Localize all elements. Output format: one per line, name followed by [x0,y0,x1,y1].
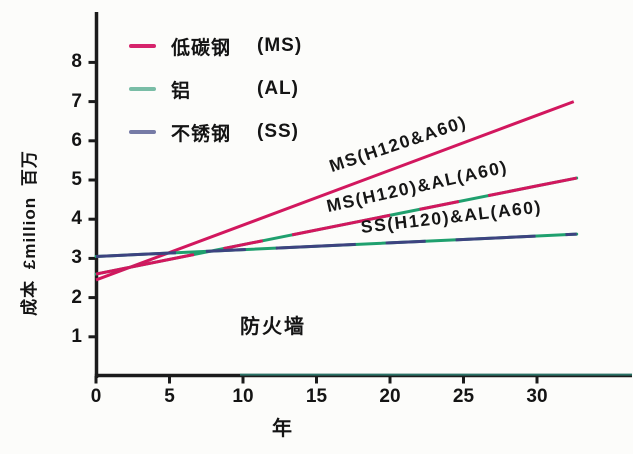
series-line-0 [95,100,575,282]
legend-abbr-al: (AL) [257,78,299,99]
legend-abbr-ms: (MS) [257,35,303,56]
x-tick-label: 5 [164,386,175,407]
x-axis-title: 年 [272,418,292,440]
legend-abbr-ss: (SS) [257,121,299,142]
x-tick-label: 0 [90,386,102,407]
legend-label-ms: 低碳钢 [171,37,232,59]
x-tick-label: 20 [379,386,401,407]
x-tick-label: 30 [526,386,548,407]
y-tick-label: 2 [71,286,82,308]
x-tick-label: 15 [305,386,328,407]
y-tick-label: 6 [71,129,82,151]
y-tick-label: 8 [71,51,82,73]
y-tick-label: 1 [71,325,82,347]
y-axis-title: 成本 £million 百万 [20,150,39,316]
x-tick-label: 10 [232,386,254,407]
annotation-firewall: 防火墙 [240,316,306,338]
legend-swatch-al-icon [129,87,156,91]
legend-item-ss: 不锈钢 (SS) [129,120,302,145]
legend-item-ms: 低碳钢 (MS) [129,34,303,59]
x-tick-label: 25 [452,386,475,407]
legend-swatch-ms-icon [129,44,156,48]
legend-label-ss: 不锈钢 [171,123,232,145]
legend-item-al: 铝 (AL) [129,77,302,102]
series-line-2 [95,232,577,258]
legend-label-al: 铝 [171,80,192,102]
series-line-1 [95,176,577,276]
y-tick-label: 7 [71,90,82,112]
legend-swatch-ss-icon [129,130,156,134]
y-tick-label: 5 [71,169,82,190]
legend: 低碳钢 (MS) 铝 (AL) 不锈钢 (SS) [129,34,302,163]
y-tick-label: 4 [71,208,82,230]
y-tick-label: 3 [71,247,82,269]
